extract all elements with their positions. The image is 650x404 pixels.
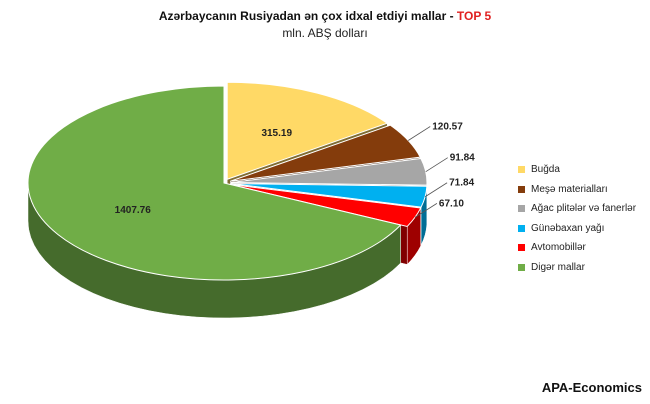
legend-swatch-bu-da [518,166,525,174]
pie-data-label-bu-da: 315.19 [261,128,292,139]
pie-leader-line-g-n-baxan-ya- [424,182,448,198]
chart-subtitle: mln. ABŞ dolları [282,26,368,40]
legend-item-g-n-baxan-ya-: Günəbaxan yağı [518,219,636,239]
legend-item-me-materiallar-: Meşə materialları [518,180,636,200]
legend-swatch-avtomobill-r [518,244,525,252]
pie-tops: 315.19 120.57 91.84 71.84 67.10 1407.76 [27,81,475,281]
legend-item-dig-r-mallar: Digər mallar [518,258,636,278]
pie-slice-dig-r-mallar [27,85,402,281]
brand-watermark: APA-Economics [541,380,642,395]
legend-swatch-me-materiallar- [518,185,525,193]
pie-data-label-g-n-baxan-ya-: 71.84 [449,178,474,189]
legend-item-a-ac-plit-l-r-v-fanerl-r: Ağac plitələr və fanerlər [518,199,636,219]
legend-item-bu-da: Buğda [518,160,636,180]
chart-title-highlight: TOP 5 [456,9,492,23]
pie-data-label-dig-r-mallar: 1407.76 [115,205,152,216]
legend-swatch-g-n-baxan-ya- [518,224,525,232]
legend-label-me-materiallar-: Meşə materialları [531,183,608,195]
pie-slice-me-materiallar- [230,124,421,182]
pie-data-label-a-ac-plit-l-r-v-fanerl-r: 91.84 [450,153,475,164]
chart-legend: Buğda Meşə materialları Ağac plitələr və f… [518,160,636,277]
chart-title-main: Azərbaycanın Rusiyadan ən çox idxal etdi… [158,9,457,23]
legend-label-bu-da: Buğda [531,164,560,176]
pie-slice-bu-da [226,81,389,180]
pie-leader-line-avtomobill-r [414,203,438,218]
pie-data-label-avtomobill-r: 67.10 [439,198,464,209]
legend-label-dig-r-mallar: Digər mallar [531,261,585,273]
chart-title: Azərbaycanın Rusiyadan ən çox idxal etdi… [0,9,650,23]
legend-label-a-ac-plit-l-r-v-fanerl-r: Ağac plitələr və fanerlər [531,203,637,215]
legend-label-g-n-baxan-ya-: Günəbaxan yağı [531,222,605,234]
legend-swatch-dig-r-mallar [518,263,525,271]
pie-slice-avtomobill-r [230,183,422,228]
legend-item-avtomobill-r: Avtomobillər [518,238,636,258]
pie-slice-a-ac-plit-l-r-v-fanerl-r [230,157,428,186]
legend-label-avtomobill-r: Avtomobillər [531,242,586,254]
pie-data-label-me-materiallar-: 120.57 [432,121,463,132]
pie-leader-line-me-materiallar- [408,126,431,141]
pie-leader-line-a-ac-plit-l-r-v-fanerl-r [425,157,448,173]
legend-swatch-a-ac-plit-l-r-v-fanerl-r [518,205,525,213]
